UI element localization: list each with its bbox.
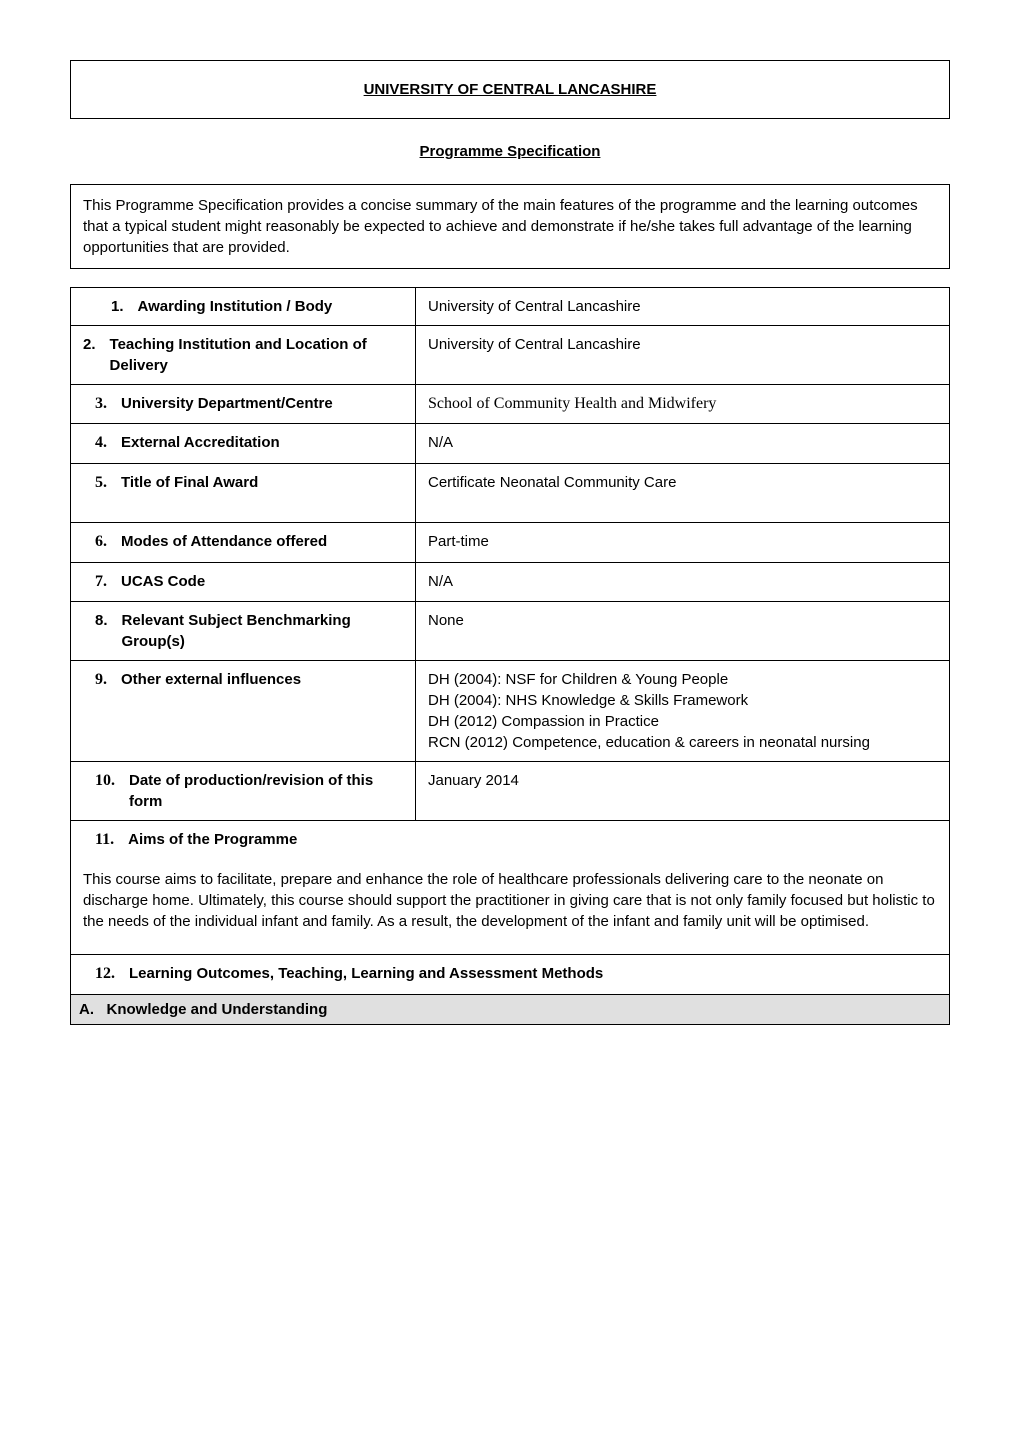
row-label: Modes of Attendance offered [121, 531, 327, 553]
row-label: Date of production/revision of this form [129, 770, 403, 812]
row-number: 5. [83, 472, 107, 494]
table-row: 10. Date of production/revision of this … [71, 761, 950, 820]
row-number: 7. [83, 571, 107, 593]
row-value: None [416, 601, 950, 660]
row-label: Awarding Institution / Body [138, 296, 333, 317]
table-row-aims: 11. Aims of the Programme This course ai… [71, 820, 950, 954]
row-label: Relevant Subject Benchmarking Group(s) [122, 610, 403, 652]
row-number: 1. [83, 296, 124, 317]
row-label: Other external influences [121, 669, 301, 691]
row-label: UCAS Code [121, 571, 205, 593]
row-label: Teaching Institution and Location of Del… [110, 334, 403, 376]
row-value: School of Community Health and Midwifery [416, 385, 950, 424]
table-row-section12: 12. Learning Outcomes, Teaching, Learnin… [71, 955, 950, 994]
row-value: University of Central Lancashire [416, 288, 950, 326]
table-row: 2. Teaching Institution and Location of … [71, 326, 950, 385]
row-value: University of Central Lancashire [416, 326, 950, 385]
table-row: 3. University Department/Centre School o… [71, 385, 950, 424]
table-row: 6. Modes of Attendance offered Part-time [71, 523, 950, 562]
row-value: DH (2004): NSF for Children & Young Peop… [416, 660, 950, 761]
table-row: 5. Title of Final Award Certificate Neon… [71, 463, 950, 522]
row-label: University Department/Centre [121, 393, 333, 415]
row-value: Part-time [416, 523, 950, 562]
table-row-sectionA: A. Knowledge and Understanding [71, 994, 950, 1024]
row-number: 9. [83, 669, 107, 691]
row-label: External Accreditation [121, 432, 280, 454]
intro-box: This Programme Specification provides a … [70, 184, 950, 269]
row-number: 6. [83, 531, 107, 553]
page-main-title: UNIVERSITY OF CENTRAL LANCASHIRE [364, 81, 657, 98]
row-value: N/A [416, 562, 950, 601]
row-value: January 2014 [416, 761, 950, 820]
row-label: Aims of the Programme [128, 829, 297, 851]
row-number: 11. [83, 829, 114, 851]
table-row: 9. Other external influences DH (2004): … [71, 660, 950, 761]
row-number: 3. [83, 393, 107, 415]
title-box: UNIVERSITY OF CENTRAL LANCASHIRE [70, 60, 950, 119]
intro-text: This Programme Specification provides a … [83, 197, 918, 256]
row-number: 12. [83, 963, 115, 985]
table-row: 8. Relevant Subject Benchmarking Group(s… [71, 601, 950, 660]
row-value: N/A [416, 424, 950, 463]
specification-table: 1. Awarding Institution / Body Universit… [70, 287, 950, 1025]
row-number: 8. [83, 610, 108, 652]
table-row: 4. External Accreditation N/A [71, 424, 950, 463]
row-number: A. [79, 1001, 94, 1018]
row-number: 2. [83, 334, 96, 376]
row-number: 4. [83, 432, 107, 454]
row-number: 10. [83, 770, 115, 812]
row-value: Certificate Neonatal Community Care [416, 463, 950, 522]
row-label: Title of Final Award [121, 472, 258, 494]
table-row: 7. UCAS Code N/A [71, 562, 950, 601]
row-label: Learning Outcomes, Teaching, Learning an… [129, 963, 603, 985]
row-label: Knowledge and Understanding [107, 1001, 328, 1018]
table-row: 1. Awarding Institution / Body Universit… [71, 288, 950, 326]
aims-paragraph: This course aims to facilitate, prepare … [83, 869, 937, 932]
page-subtitle: Programme Specification [70, 141, 950, 162]
